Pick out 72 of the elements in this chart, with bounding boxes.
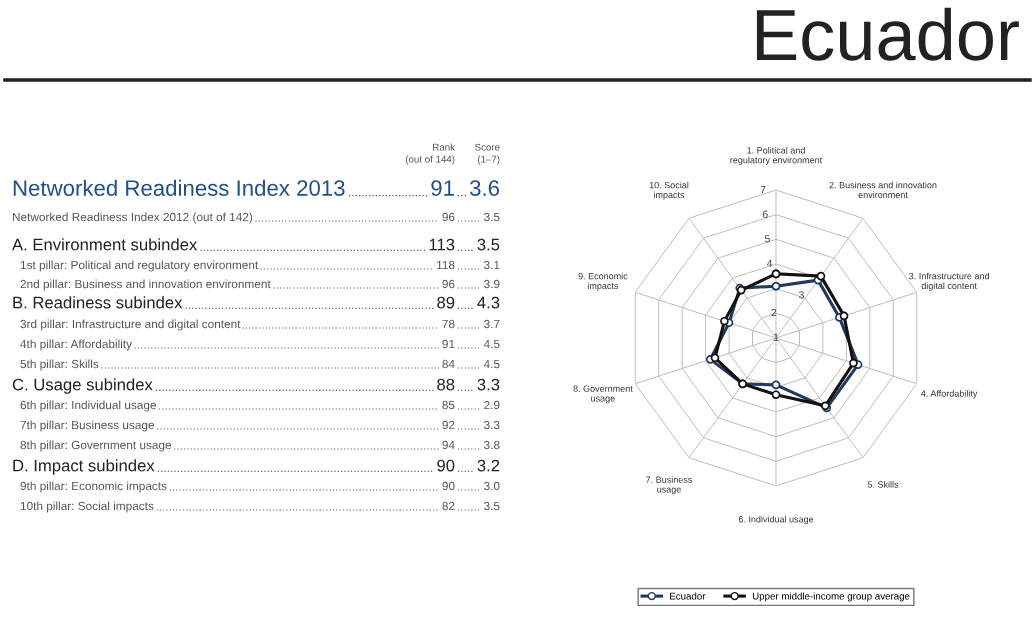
text: 85	[442, 400, 455, 410]
text: 113	[429, 238, 455, 251]
text: (out of 144)	[405, 155, 455, 165]
text: 3.3	[477, 378, 500, 391]
y-tick-label: 7	[760, 186, 766, 194]
text: 4.3	[477, 296, 500, 309]
legend-label: Ecuador	[670, 592, 706, 600]
text: A. Environment subindex	[12, 238, 198, 251]
text: 4.5	[483, 339, 500, 349]
text: 2nd pillar: Business and innovation environment	[20, 279, 271, 291]
spoke-label: 5. Skills	[867, 481, 899, 488]
text: 3rd pillar: Infrastructure and digital content	[20, 319, 241, 331]
text: 4.5	[483, 359, 500, 369]
text: 3.5	[484, 212, 500, 222]
spoke-label: 8. Government usage	[573, 385, 633, 404]
text: Networked Readiness Index 2012 (out of 142)	[12, 212, 253, 224]
text: 9th pillar: Economic impacts	[20, 481, 167, 493]
text: 2.9	[484, 400, 500, 410]
text: 90	[442, 481, 455, 491]
text: (1–7)	[477, 155, 500, 165]
text: 118	[437, 260, 455, 270]
spoke-label: 6. Individual usage	[738, 515, 814, 525]
y-tick-label: 5	[764, 235, 770, 243]
text: 3.0	[484, 481, 500, 491]
text: 84	[442, 359, 455, 369]
spoke-label: 7. Business usage	[646, 476, 693, 495]
y-tick-label: 2	[771, 308, 777, 317]
text: 5th pillar: Skills	[20, 359, 99, 371]
text: 3.9	[484, 279, 500, 289]
text: 78	[442, 319, 455, 329]
spoke-label: 1. Political and regulatory environment	[730, 146, 823, 166]
y-tick-label: 3	[798, 291, 804, 299]
text: 3.3	[484, 420, 500, 430]
text: 3.2	[477, 459, 500, 472]
text: 96	[442, 279, 455, 289]
legend-label: Upper middle-income group average	[752, 592, 910, 602]
spoke-label: 3. Infrastructure and digital content	[909, 272, 989, 291]
text: Score	[475, 143, 500, 151]
text: 3.6	[469, 180, 500, 196]
spoke-label: 4. Affordability	[921, 390, 978, 399]
text: Ecuador	[756, 7, 1019, 61]
text: 6th pillar: Individual usage	[20, 400, 156, 412]
text: 91	[431, 180, 454, 196]
y-tick-label: 1	[773, 333, 779, 341]
y-tick-label: 4	[766, 259, 773, 267]
spoke-label: 2. Business and innovation environment	[829, 181, 937, 199]
y-tick-label: 6	[762, 210, 768, 218]
text: 88	[437, 378, 455, 391]
spoke-label: 10. Social impacts	[649, 181, 689, 200]
text: 3.7	[484, 319, 500, 329]
text: 82	[442, 501, 455, 511]
text: 8th pillar: Government usage	[20, 440, 172, 452]
spoke-label: 9. Economic impacts	[578, 272, 628, 291]
text: 3.5	[477, 238, 500, 251]
text: 10th pillar: Social impacts	[20, 501, 154, 513]
text: 3.5	[484, 501, 500, 511]
text: 7th pillar: Business usage	[20, 420, 155, 432]
text: Networked Readiness Index 2013	[13, 179, 345, 196]
text: B. Readiness subindex	[13, 296, 183, 309]
text: 92	[442, 420, 455, 430]
text: 4th pillar: Affordability	[20, 339, 132, 351]
text: 1st pillar: Political and regulatory environment	[20, 260, 259, 272]
text: C. Usage subindex	[12, 378, 153, 394]
text: 96	[442, 212, 455, 222]
text: Rank	[433, 143, 456, 151]
text: D. Impact subindex	[13, 459, 155, 475]
text: 90	[437, 459, 455, 472]
text: 89	[437, 296, 455, 309]
text: 91	[442, 339, 455, 349]
text: 3.1	[484, 260, 500, 270]
text: 94	[442, 440, 455, 450]
text: 3.8	[484, 440, 500, 450]
